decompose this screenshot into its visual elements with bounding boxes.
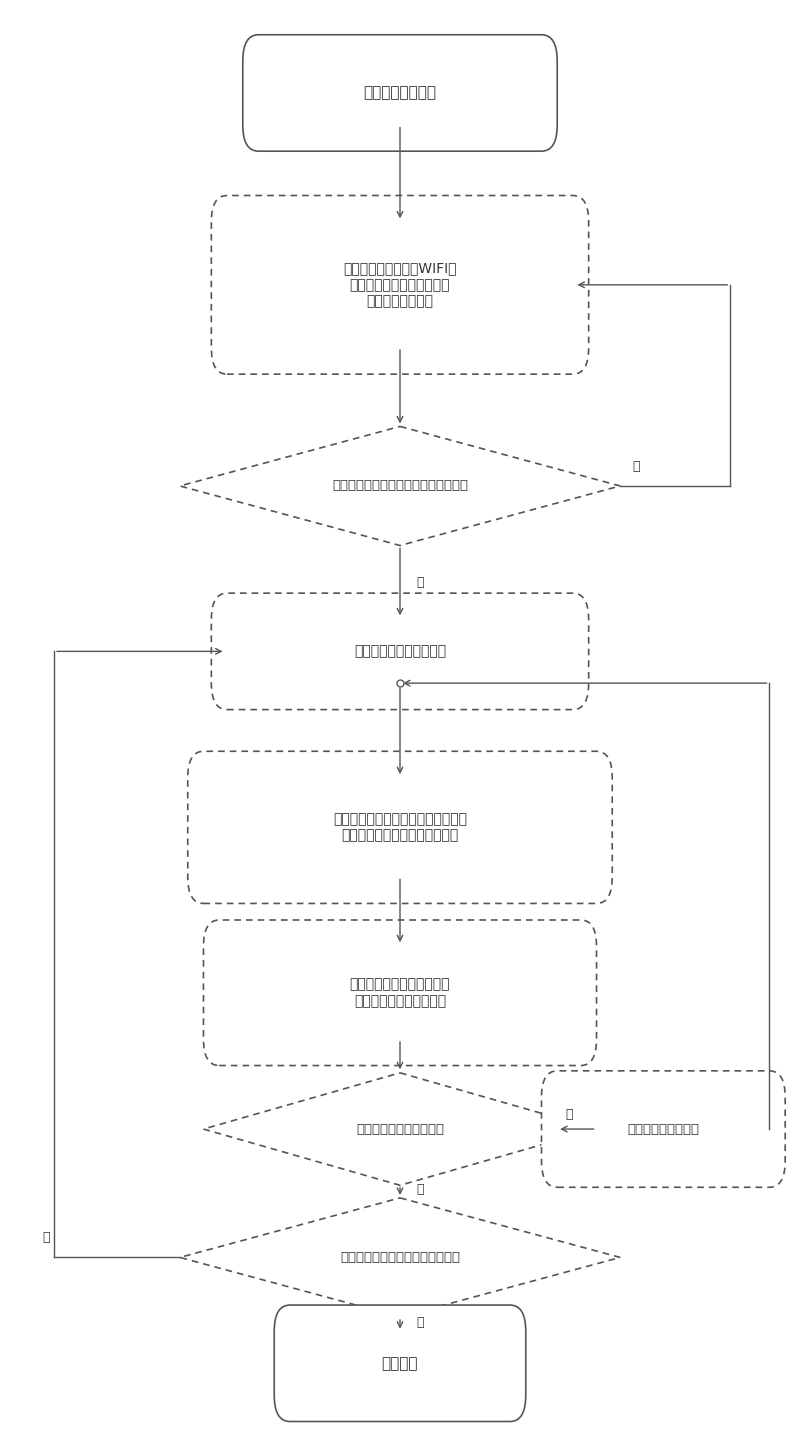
- Polygon shape: [180, 427, 620, 545]
- Text: 是否还有其它通道需要进行校正？: 是否还有其它通道需要进行校正？: [340, 1251, 460, 1264]
- FancyBboxPatch shape: [542, 1071, 785, 1188]
- FancyBboxPatch shape: [242, 35, 558, 152]
- Text: 选择通道内需要进行调整的插值点，
并移动至与另一通道插值点重合: 选择通道内需要进行调整的插值点， 并移动至与另一通道插值点重合: [333, 812, 467, 843]
- Text: 否: 否: [632, 460, 639, 473]
- Text: 拼接校正是否足够精细？: 拼接校正是否足够精细？: [356, 1123, 444, 1136]
- Text: 是: 是: [42, 1231, 50, 1244]
- FancyBboxPatch shape: [274, 1304, 526, 1421]
- Text: 是: 是: [416, 1183, 423, 1196]
- Polygon shape: [180, 1198, 620, 1317]
- Text: 移动终端与集群计算机可否正常通讯？: 移动终端与集群计算机可否正常通讯？: [332, 479, 468, 492]
- Text: 启动几何校正软件: 启动几何校正软件: [363, 85, 437, 101]
- Text: 是: 是: [416, 576, 423, 589]
- FancyBboxPatch shape: [211, 195, 589, 374]
- Text: 将智能移动终端通过WIFI和
无线路由器接入计算机集群
网络，初始化设置: 将智能移动终端通过WIFI和 无线路由器接入计算机集群 网络，初始化设置: [343, 261, 457, 307]
- Text: 选择需要进行调整的通道: 选择需要进行调整的通道: [354, 645, 446, 658]
- Text: 否: 否: [416, 1316, 423, 1329]
- Text: 退出软件: 退出软件: [382, 1356, 418, 1371]
- FancyBboxPatch shape: [188, 752, 612, 903]
- FancyBboxPatch shape: [211, 593, 589, 710]
- Text: 增加通道内的插值点: 增加通道内的插值点: [627, 1123, 699, 1136]
- Text: 否: 否: [566, 1108, 573, 1121]
- Text: 应用调整结果，对应的受控
机对投影面进行重新计算: 应用调整结果，对应的受控 机对投影面进行重新计算: [350, 978, 450, 1007]
- FancyBboxPatch shape: [203, 921, 597, 1065]
- Polygon shape: [203, 1072, 597, 1185]
